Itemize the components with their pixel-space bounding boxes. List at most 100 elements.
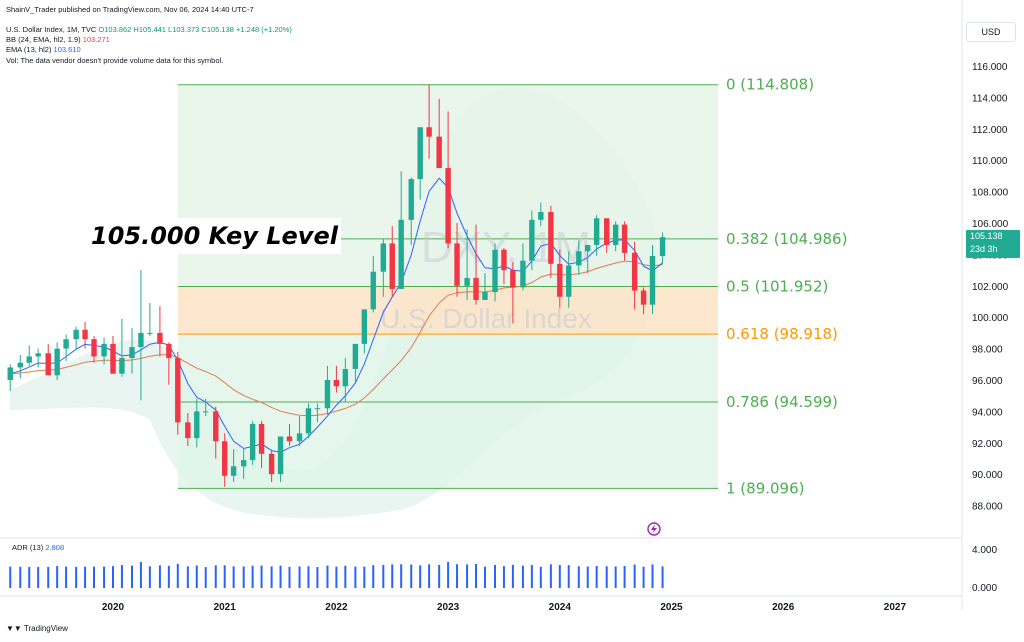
candle-body bbox=[482, 292, 488, 300]
candle-body bbox=[445, 168, 451, 244]
candle-body bbox=[296, 433, 303, 442]
price-tick-label: 116.000 bbox=[972, 62, 1008, 73]
candle-body bbox=[604, 218, 610, 245]
fib-zone bbox=[178, 334, 718, 402]
price-tick-label: 112.000 bbox=[972, 125, 1008, 136]
tradingview-logo[interactable]: ▼▼ TradingView bbox=[6, 624, 68, 633]
price-tick-label: 92.000 bbox=[972, 439, 1003, 450]
candle-body bbox=[566, 265, 572, 297]
candle-body bbox=[342, 369, 349, 387]
candle-body bbox=[557, 263, 563, 297]
candle-body bbox=[63, 339, 69, 349]
candle-body bbox=[548, 212, 554, 264]
time-tick-label: 2022 bbox=[325, 602, 348, 613]
candle-body bbox=[230, 466, 237, 476]
candle-body bbox=[408, 179, 414, 220]
symbol-info: U.S. Dollar Index, 1M, TVC O103.862 H105… bbox=[6, 25, 292, 35]
time-tick-label: 2026 bbox=[772, 602, 795, 613]
candle-body bbox=[194, 411, 200, 439]
candle-body bbox=[426, 127, 432, 137]
candle-body bbox=[73, 329, 79, 340]
candle-body bbox=[464, 277, 470, 286]
bb-label: BB (24, EMA, hl2, 1.9) bbox=[6, 35, 81, 44]
candle-body bbox=[166, 343, 172, 359]
watermark-name: U.S. Dollar Index bbox=[380, 303, 592, 334]
ema-value: 103.610 bbox=[53, 45, 81, 54]
candle-body bbox=[417, 127, 423, 180]
candle-body bbox=[640, 290, 647, 305]
price-tick-label: 96.000 bbox=[972, 376, 1003, 387]
price-tick-label: 102.000 bbox=[972, 282, 1009, 293]
fib-level-label: 0.382 (104.986) bbox=[726, 230, 847, 248]
candle-body bbox=[529, 219, 535, 261]
adr-name: ADR (13) bbox=[12, 543, 44, 552]
candle-body bbox=[17, 362, 23, 368]
price-tick-label: 106.000 bbox=[972, 219, 1009, 230]
adr-tick-label: 0.000 bbox=[972, 583, 997, 594]
candle-body bbox=[147, 332, 153, 334]
candle-body bbox=[333, 380, 340, 387]
candle-body bbox=[510, 270, 516, 288]
candle-body bbox=[659, 237, 666, 256]
time-tick-label: 2020 bbox=[102, 602, 125, 613]
ema-legend[interactable]: EMA (13, hl2) 103.610 bbox=[6, 45, 81, 55]
bar-countdown: 23d 3h bbox=[970, 244, 998, 254]
candle-body bbox=[501, 249, 507, 271]
candle-body bbox=[389, 243, 395, 289]
price-tick-label: 94.000 bbox=[972, 407, 1003, 418]
candle-body bbox=[185, 422, 191, 439]
candle-body bbox=[45, 353, 51, 376]
candle-body bbox=[473, 277, 479, 300]
candle-body bbox=[454, 243, 460, 286]
time-tick-label: 2024 bbox=[549, 602, 572, 613]
bb-legend[interactable]: BB (24, EMA, hl2, 1.9) 103.271 bbox=[6, 35, 110, 45]
fib-level-label: 0.5 (101.952) bbox=[726, 278, 828, 296]
footer-brand: TradingView bbox=[23, 624, 68, 633]
candle-body bbox=[380, 243, 387, 272]
candle-body bbox=[593, 218, 600, 245]
candle-body bbox=[249, 423, 256, 461]
price-tick-label: 114.000 bbox=[972, 93, 1008, 104]
adr-legend[interactable]: ADR (13) 2.808 bbox=[12, 543, 64, 552]
candle-body bbox=[268, 453, 275, 475]
candle-body bbox=[576, 251, 582, 266]
candle-body bbox=[314, 408, 321, 410]
candle-body bbox=[175, 358, 181, 423]
candle-body bbox=[129, 347, 135, 359]
candle-body bbox=[324, 380, 331, 409]
candle-body bbox=[631, 252, 638, 291]
fib-zone bbox=[178, 401, 718, 489]
candle-body bbox=[520, 260, 526, 288]
candle-body bbox=[26, 356, 32, 363]
ohlc-values: O103.862 H105.441 L103.373 C105.138 +1.2… bbox=[98, 25, 292, 34]
candle-body bbox=[398, 219, 404, 289]
candle-body bbox=[101, 343, 107, 357]
candle-body bbox=[649, 255, 656, 305]
price-tick-label: 98.000 bbox=[972, 345, 1003, 356]
bb-value: 103.271 bbox=[82, 35, 110, 44]
candle-body bbox=[213, 411, 219, 442]
fib-level-label: 0.786 (94.599) bbox=[726, 393, 838, 411]
publisher-line: ShainV_Trader published on TradingView.c… bbox=[6, 5, 254, 14]
candle-body bbox=[277, 436, 284, 475]
fib-level-label: 0.618 (98.918) bbox=[726, 325, 838, 343]
price-tick-label: 88.000 bbox=[972, 502, 1003, 513]
key-level-annotation: 105.000 Key Level bbox=[85, 218, 341, 254]
candle-body bbox=[585, 244, 591, 252]
candle-body bbox=[54, 348, 60, 376]
candle-body bbox=[240, 460, 247, 467]
candle-body bbox=[612, 224, 619, 245]
candle-body bbox=[7, 367, 13, 380]
adr-tick-label: 4.000 bbox=[972, 545, 997, 556]
flash-bolt-icon bbox=[651, 524, 657, 534]
candle-body bbox=[222, 441, 228, 476]
candle-body bbox=[492, 249, 498, 293]
currency-selector[interactable]: USD bbox=[966, 22, 1016, 42]
candle-body bbox=[621, 224, 628, 253]
candle-body bbox=[258, 423, 265, 454]
flash-icon bbox=[647, 522, 661, 536]
last-price: 105.138 bbox=[970, 231, 1003, 241]
candle-body bbox=[82, 329, 88, 340]
candle-body bbox=[110, 343, 116, 374]
